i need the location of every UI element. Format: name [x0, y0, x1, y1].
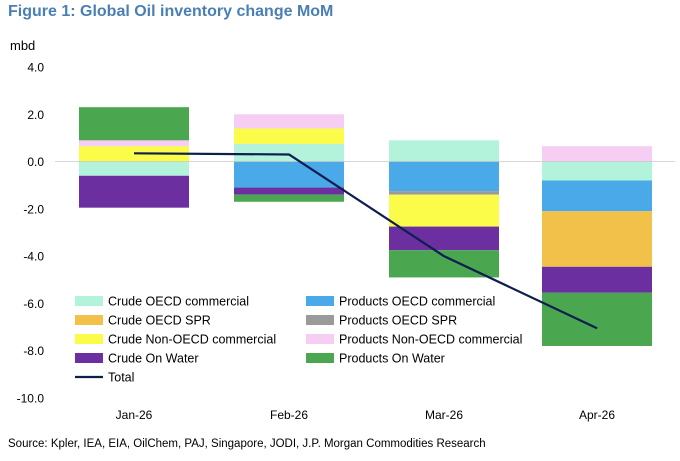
y-tick-label: 0.0: [27, 155, 44, 169]
y-tick-label: -8.0: [23, 344, 44, 358]
bar-segment: [542, 266, 652, 293]
bar-segment: [79, 161, 189, 176]
legend-swatch: [306, 353, 334, 363]
bar-segment: [389, 161, 499, 192]
source-note: Source: Kpler, IEA, EIA, OilChem, PAJ, S…: [8, 438, 486, 450]
legend-label: Crude Non-OECD commercial: [108, 333, 276, 347]
bar-segment: [234, 128, 344, 144]
y-tick-label: -2.0: [23, 202, 44, 216]
bar-segment: [234, 143, 344, 162]
bar-segment: [79, 175, 189, 208]
y-axis-ticks: 4.0 2.0 0.0 -2.0 -4.0 -6.0 -8.0 -10.0: [17, 61, 45, 406]
legend-swatch: [75, 315, 103, 325]
legend-label: Total: [108, 371, 134, 385]
bar-segment: [234, 194, 344, 202]
chart-title: Figure 1: Global Oil inventory change Mo…: [8, 3, 334, 20]
legend-label: Crude OECD commercial: [108, 295, 249, 309]
x-tick-label: Feb-26: [270, 408, 308, 422]
bar-segment: [389, 226, 499, 251]
legend-swatch: [75, 296, 103, 306]
bar-segment: [79, 140, 189, 147]
bar-segment: [234, 161, 344, 188]
legend-swatch: [75, 334, 103, 344]
bar-segment: [542, 161, 652, 181]
bar-segment: [389, 194, 499, 227]
x-axis-ticks: Jan-26 Feb-26 Mar-26 Apr-26: [116, 408, 616, 422]
total-line-layer: [133, 152, 598, 330]
bar-segment: [389, 140, 499, 162]
bar-segment: [542, 146, 652, 162]
legend-label: Products On Water: [339, 352, 445, 366]
bar-segment: [234, 114, 344, 129]
x-tick-label: Jan-26: [116, 408, 153, 422]
bar-segment: [542, 211, 652, 267]
legend: Crude OECD commercial Products OECD comme…: [75, 295, 522, 385]
legend-swatch: [75, 353, 103, 363]
bar-segment: [234, 187, 344, 195]
bar-segment: [542, 292, 652, 346]
legend-label: Products OECD SPR: [339, 314, 457, 328]
y-tick-label: -4.0: [23, 250, 44, 264]
x-tick-label: Apr-26: [579, 408, 615, 422]
y-axis-unit-label: mbd: [10, 38, 35, 53]
y-tick-label: -6.0: [23, 297, 44, 311]
bar-segments: [55, 107, 675, 346]
bar-segment: [542, 180, 652, 212]
bar-segment: [389, 191, 499, 195]
x-tick-label: Mar-26: [425, 408, 463, 422]
y-tick-label: -10.0: [17, 392, 45, 406]
legend-label: Crude On Water: [108, 352, 199, 366]
bar-segment: [79, 107, 189, 141]
legend-label: Products OECD commercial: [339, 295, 495, 309]
legend-label: Products Non-OECD commercial: [339, 333, 522, 347]
legend-label: Crude OECD SPR: [108, 314, 211, 328]
y-tick-label: 2.0: [27, 108, 44, 122]
total-line: [133, 152, 598, 330]
legend-swatch: [306, 315, 334, 325]
legend-swatch: [306, 334, 334, 344]
legend-swatch: [306, 296, 334, 306]
y-tick-label: 4.0: [27, 61, 44, 75]
